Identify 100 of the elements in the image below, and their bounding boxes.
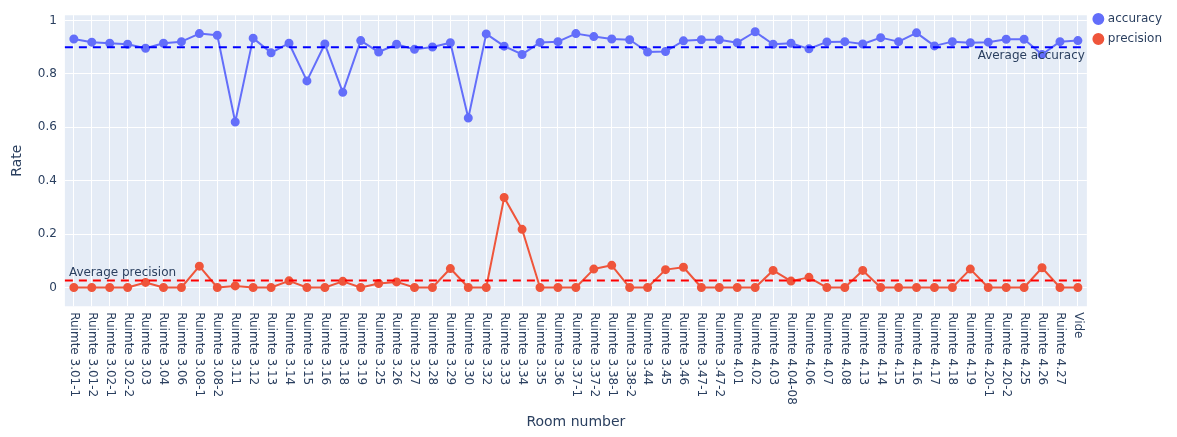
x-tick-label: Ruimte 4.03: [766, 312, 781, 386]
point: [822, 283, 832, 293]
point: [463, 113, 473, 123]
point: [1037, 263, 1047, 273]
x-tick-label: Ruimte 4.08: [838, 312, 853, 386]
point: [445, 38, 455, 48]
point: [123, 283, 133, 293]
point: [320, 283, 330, 293]
point: [983, 37, 993, 47]
x-tick-label: Ruimte 4.17: [928, 312, 943, 386]
point: [1001, 34, 1011, 44]
x-tick-label: Ruimte 4.27: [1053, 312, 1068, 386]
x-tick-label: Ruimte 3.35: [533, 312, 548, 386]
x-tick-label: Ruimte 3.19: [354, 312, 369, 386]
point: [248, 283, 258, 293]
point: [661, 265, 671, 275]
point: [840, 283, 850, 293]
point: [607, 260, 617, 270]
point: [894, 283, 904, 293]
point: [732, 38, 742, 48]
x-tick-label: Ruimte 3.08-1: [193, 312, 208, 398]
point: [230, 281, 240, 291]
x-tick-label: Ruimte 3.11: [229, 312, 244, 386]
point: [410, 44, 420, 54]
point: [1055, 37, 1065, 47]
x-tick-label: Ruimte 3.06: [175, 312, 190, 386]
point: [535, 283, 545, 293]
x-axis-title: Room number: [526, 413, 626, 430]
y-tick-label: 0.6: [37, 119, 57, 134]
point: [87, 283, 97, 293]
point: [786, 38, 796, 48]
x-tick-label: Ruimte 4.16: [910, 312, 925, 386]
point: [374, 47, 384, 57]
point: [732, 283, 742, 293]
y-tick-label: 0.8: [37, 66, 57, 81]
legend-label: accuracy: [1107, 11, 1162, 26]
point: [607, 34, 617, 44]
x-tick-label: Ruimte 3.27: [408, 312, 423, 386]
point: [445, 264, 455, 274]
x-tick-label: Ruimte 3.26: [390, 312, 405, 386]
point: [338, 87, 348, 97]
point: [696, 35, 706, 45]
x-tick-label: Ruimte 3.02-2: [121, 312, 136, 398]
point: [302, 283, 312, 293]
x-tick-label: Ruimte 4.02: [749, 312, 764, 386]
x-tick-label: Ruimte 3.38-1: [605, 312, 620, 398]
point: [714, 283, 724, 293]
point: [248, 33, 258, 43]
point: [141, 43, 151, 53]
x-tick-label: Ruimte 4.15: [892, 312, 907, 386]
x-tick-label: Ruimte 4.20-1: [982, 312, 997, 398]
x-tick-label: Ruimte 3.44: [641, 312, 656, 386]
point: [176, 283, 186, 293]
point: [535, 37, 545, 47]
point: [194, 29, 204, 39]
point: [965, 264, 975, 274]
x-tick-label: Ruimte 3.33: [498, 312, 513, 386]
legend-label: precision: [1107, 31, 1162, 46]
x-tick-label: Ruimte 4.20-2: [1000, 312, 1015, 398]
point: [553, 283, 563, 293]
point: [356, 283, 366, 293]
point: [625, 35, 635, 45]
point: [481, 283, 491, 293]
point: [105, 38, 115, 48]
point: [983, 283, 993, 293]
point: [768, 39, 778, 49]
x-tick-label: Ruimte 3.13: [264, 312, 279, 386]
point: [768, 265, 778, 275]
point: [553, 37, 563, 47]
point: [338, 276, 348, 286]
point: [302, 76, 312, 86]
x-tick-label: Ruimte 3.46: [677, 312, 692, 386]
x-tick-label: Ruimte 4.25: [1017, 312, 1032, 386]
point: [858, 265, 868, 275]
x-tick-label: Ruimte 4.01: [731, 312, 746, 386]
x-tick-label: Ruimte 3.29: [444, 312, 459, 386]
x-tick-label: Ruimte 3.12: [247, 312, 262, 386]
x-tick-label: Ruimte 3.18: [336, 312, 351, 386]
x-tick-label: Ruimte 4.13: [856, 312, 871, 386]
point: [463, 283, 473, 293]
point: [176, 37, 186, 47]
point: [912, 283, 922, 293]
x-tick-label: Ruimte 3.37-1: [569, 312, 584, 398]
point: [625, 283, 635, 293]
x-tick-label: Ruimte 3.37-2: [587, 312, 602, 398]
point: [69, 34, 79, 44]
point: [822, 37, 832, 47]
point: [1073, 36, 1083, 46]
point: [392, 39, 402, 49]
x-tick-label: Ruimte 4.04-08: [784, 312, 799, 405]
point: [1019, 283, 1029, 293]
point: [230, 117, 240, 127]
x-tick-label: Ruimte 3.15: [300, 312, 315, 386]
point: [87, 37, 97, 47]
x-tick-label: Ruimte 3.16: [318, 312, 333, 386]
ref-line-label: Average precision: [68, 264, 177, 279]
point: [517, 224, 527, 234]
point: [912, 28, 922, 38]
x-tick-label: Ruimte 4.19: [964, 312, 979, 386]
x-tick-label: Ruimte 3.28: [426, 312, 441, 386]
